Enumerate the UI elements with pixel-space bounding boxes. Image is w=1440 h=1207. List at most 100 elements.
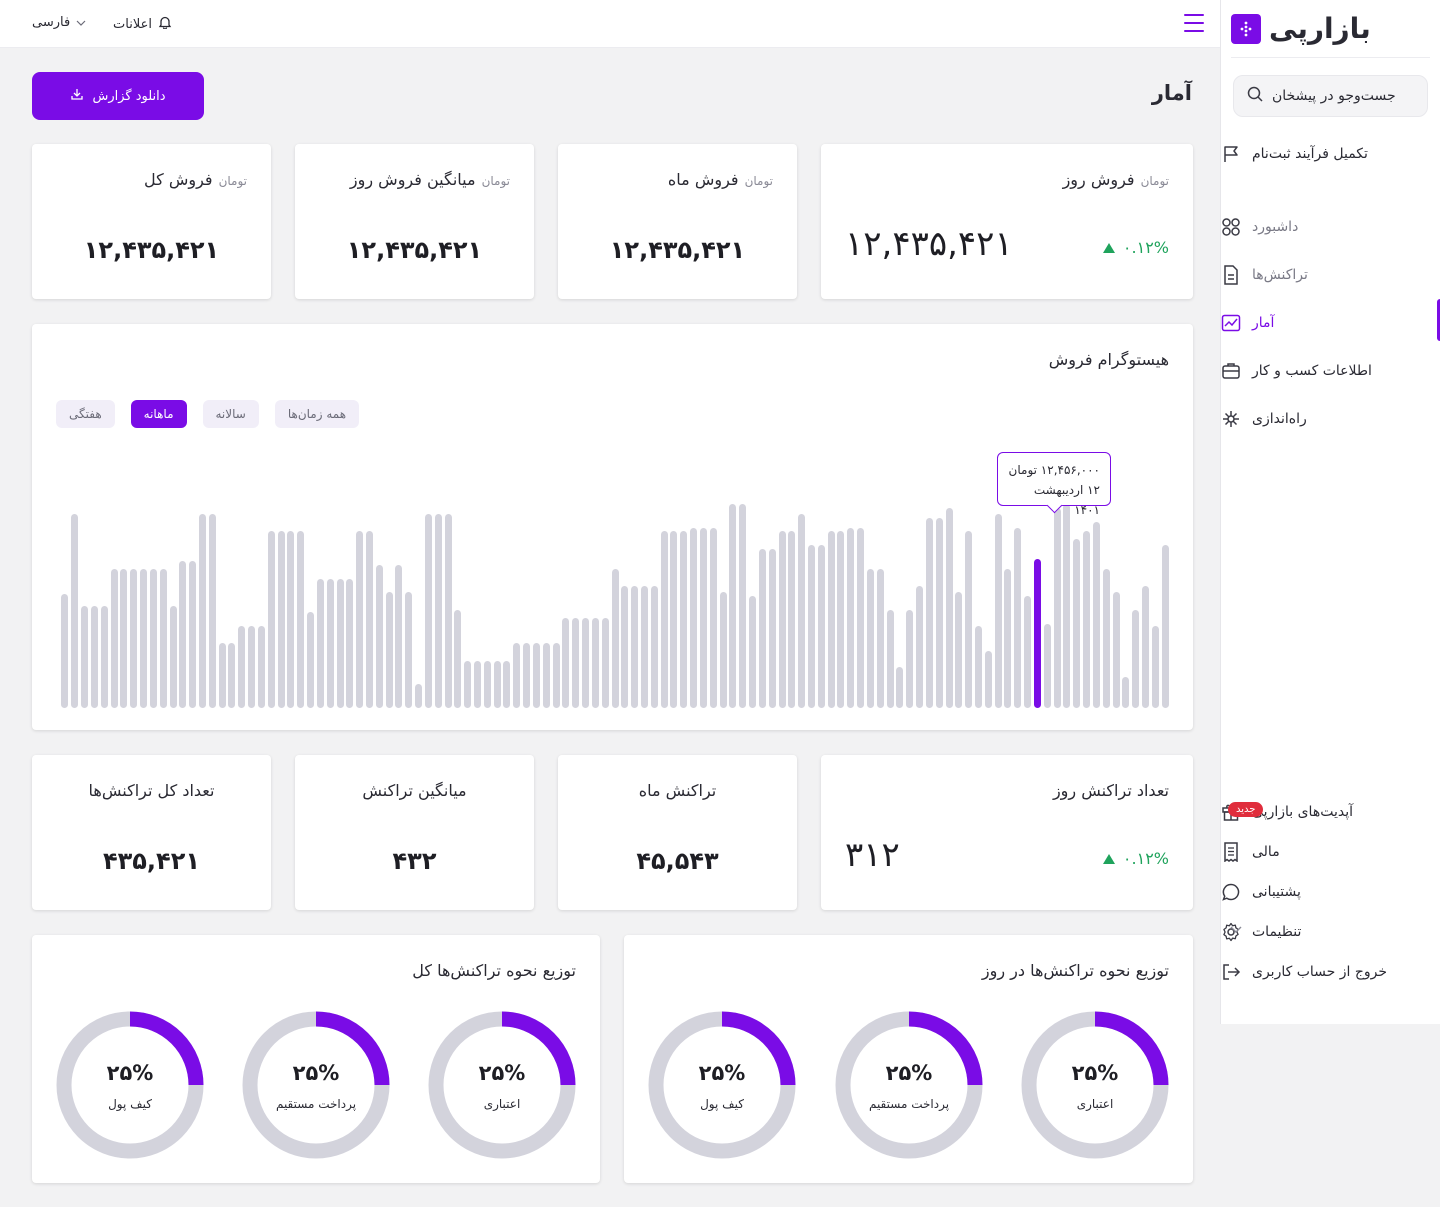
histogram-bar[interactable] [591,618,599,708]
histogram-bar[interactable] [149,569,157,708]
histogram-bar[interactable] [71,514,79,708]
histogram-bar[interactable] [385,592,393,708]
histogram-bar[interactable] [110,569,118,708]
histogram-bar[interactable] [1073,539,1081,708]
histogram-bar[interactable] [916,586,923,708]
histogram-bar[interactable] [896,667,904,708]
histogram-bar[interactable] [1053,508,1061,708]
histogram-bar[interactable] [955,592,963,708]
histogram-bar[interactable] [356,531,364,708]
histogram-bar[interactable] [444,514,452,708]
histogram-bar[interactable] [1043,624,1051,708]
sidebar-item-business[interactable]: اطلاعات کسب و کار [1220,353,1440,389]
histogram-bar[interactable] [198,514,206,708]
histogram-bar[interactable] [542,643,550,708]
histogram-bar[interactable] [61,594,69,708]
filter-all-time[interactable]: همه زمان‌ها [274,400,360,428]
histogram-bar[interactable] [611,569,619,708]
chevron-down-icon[interactable] [1230,923,1242,937]
histogram-bar[interactable] [984,651,992,708]
histogram-bar[interactable] [552,643,560,708]
sidebar-item-settings[interactable]: تنظیمات [1220,914,1440,950]
histogram-bar[interactable] [719,592,727,708]
language-selector[interactable]: فارسی [32,15,86,30]
histogram-bar[interactable] [405,592,413,708]
histogram-bar[interactable] [1004,569,1012,708]
histogram-bar[interactable] [925,518,933,708]
histogram-bar[interactable] [572,618,580,708]
histogram-bar[interactable] [100,606,108,708]
histogram-bar[interactable] [582,618,589,708]
histogram-bar[interactable] [483,661,491,708]
histogram-bar[interactable] [729,504,737,708]
histogram-bar[interactable] [316,579,324,708]
sidebar-item-finance[interactable]: مالی [1220,834,1440,870]
histogram-bar[interactable] [994,514,1002,708]
histogram-bar[interactable] [935,518,943,708]
histogram-bar[interactable] [503,661,511,708]
histogram-bar[interactable] [857,528,865,708]
histogram-bar[interactable] [1151,626,1159,708]
histogram-bar[interactable] [248,626,255,708]
histogram-bar[interactable] [965,531,973,708]
histogram-bar[interactable] [739,504,747,708]
histogram-bar[interactable] [307,612,314,708]
histogram-bar[interactable] [287,531,295,708]
histogram-bar[interactable] [945,508,953,708]
histogram-bar[interactable] [808,545,815,708]
histogram-bar[interactable] [709,528,717,708]
sidebar-item-stats[interactable]: آمار [1220,299,1440,341]
histogram-bar[interactable] [189,561,197,708]
notifications-button[interactable]: اعلانات [113,15,172,33]
filter-monthly[interactable]: ماهانه [130,400,187,428]
histogram-bar[interactable] [817,545,825,708]
histogram-bar[interactable] [847,528,855,708]
sidebar-item-support[interactable]: پشتیبانی [1220,874,1440,910]
histogram-bar[interactable] [474,661,481,708]
histogram-bar[interactable] [670,531,678,708]
histogram-bar[interactable] [424,514,432,708]
histogram-bar[interactable] [140,569,147,708]
download-report-button[interactable]: دانلود گزارش [32,72,204,120]
histogram-bar[interactable] [1063,504,1071,708]
histogram-bar[interactable] [297,531,305,708]
histogram-bar[interactable] [749,596,756,708]
histogram-bar[interactable] [827,531,835,708]
histogram-bar[interactable] [81,606,89,708]
histogram-bar[interactable] [778,531,786,708]
histogram-bar[interactable] [1112,592,1120,708]
histogram-bar[interactable] [395,565,403,708]
histogram-bar[interactable] [641,586,648,708]
histogram-bar[interactable] [267,531,275,708]
histogram-bar[interactable] [1102,569,1110,708]
histogram-bar[interactable] [1014,528,1022,708]
histogram-bar[interactable] [532,643,540,708]
histogram-bar[interactable] [758,549,766,708]
histogram-bar[interactable] [120,569,128,708]
histogram-bar[interactable] [621,586,629,708]
histogram-bar[interactable] [415,684,422,708]
histogram-bar[interactable] [464,661,472,708]
histogram-bar[interactable] [208,514,216,708]
histogram-bar[interactable] [257,626,265,708]
histogram-bar[interactable] [159,569,167,708]
histogram-bar[interactable] [228,643,236,708]
histogram-bar[interactable] [680,531,688,708]
histogram-bar[interactable] [631,586,639,708]
histogram-bar[interactable] [513,643,521,708]
histogram-bar[interactable] [690,528,698,708]
histogram-bar[interactable] [523,643,531,708]
histogram-bar[interactable] [788,531,796,708]
histogram-bar[interactable] [365,531,373,708]
filter-weekly[interactable]: هفتگی [56,400,115,428]
histogram-bar[interactable] [375,565,383,708]
histogram-bar[interactable] [1092,522,1100,708]
histogram-bar[interactable] [768,549,776,708]
histogram-bar[interactable] [454,610,462,708]
histogram-bar[interactable] [1161,545,1169,708]
histogram-bar[interactable] [798,514,806,708]
histogram-bar-selected[interactable] [1033,559,1041,708]
sidebar-item-onboarding[interactable]: تکمیل فرآیند ثبت‌نام [1220,136,1440,172]
histogram-bar[interactable] [886,610,894,708]
histogram-bar[interactable] [493,661,501,708]
